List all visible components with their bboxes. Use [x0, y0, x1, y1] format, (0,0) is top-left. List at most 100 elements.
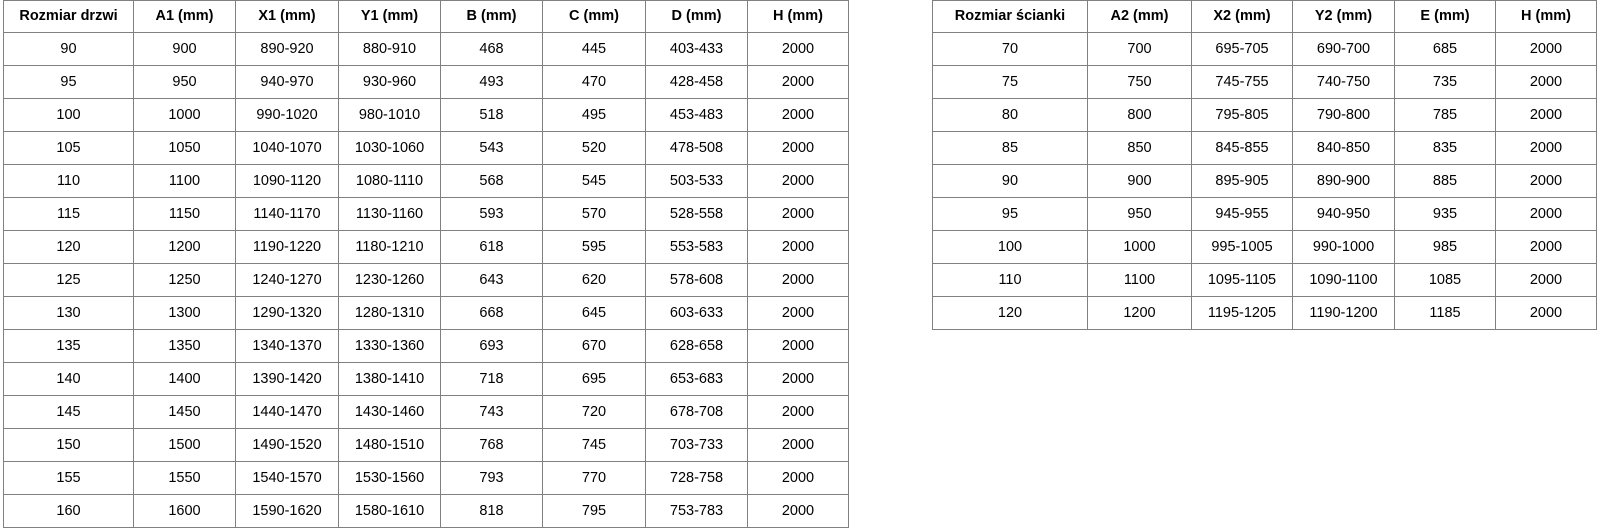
- table-cell: 2000: [747, 296, 849, 330]
- table-cell: 115: [3, 197, 134, 231]
- table-cell: 620: [542, 263, 646, 297]
- table-cell: 703-733: [645, 428, 748, 462]
- table-row: 75 750 745-755 740-750 735 2000: [932, 65, 1597, 99]
- table-cell: 428-458: [645, 65, 748, 99]
- table-cell: 753-783: [645, 494, 748, 528]
- table-cell: 2000: [747, 32, 849, 66]
- table-cell: 503-533: [645, 164, 748, 198]
- table-cell: 670: [542, 329, 646, 363]
- table-header-row: Rozmiar drzwi A1 (mm) X1 (mm) Y1 (mm) B (mm)…: [3, 0, 849, 33]
- table-cell: 743: [440, 395, 543, 429]
- table-cell: 940-950: [1292, 197, 1395, 231]
- table-row: 140 1400 1390-1420 1380-1410 718 695 653-683 20…: [3, 362, 849, 396]
- table-cell: 1380-1410: [338, 362, 441, 396]
- table-row: 135 1350 1340-1370 1330-1360 693 670 628-658 20…: [3, 329, 849, 363]
- table-cell: 645: [542, 296, 646, 330]
- table-cell: 880-910: [338, 32, 441, 66]
- table-cell: 2000: [1495, 296, 1597, 330]
- table-cell: 695: [542, 362, 646, 396]
- table-cell: 793: [440, 461, 543, 495]
- table-cell: 840-850: [1292, 131, 1395, 165]
- table-row: 150 1500 1490-1520 1480-1510 768 745 703-733 20…: [3, 428, 849, 462]
- table-cell: 1600: [133, 494, 236, 528]
- column-header: B (mm): [440, 0, 543, 33]
- table-cell: 1280-1310: [338, 296, 441, 330]
- table-row: 105 1050 1040-1070 1030-1060 543 520 478-508 20…: [3, 131, 849, 165]
- table-cell: 478-508: [645, 131, 748, 165]
- table-cell: 800: [1087, 98, 1192, 132]
- table-cell: 1190-1220: [235, 230, 339, 264]
- table-cell: 135: [3, 329, 134, 363]
- table-cell: 1450: [133, 395, 236, 429]
- table-cell: 2000: [747, 395, 849, 429]
- table-cell: 468: [440, 32, 543, 66]
- table-cell: 2000: [747, 263, 849, 297]
- table-cell: 700: [1087, 32, 1192, 66]
- table-cell: 1390-1420: [235, 362, 339, 396]
- table-cell: 1480-1510: [338, 428, 441, 462]
- table-cell: 1085: [1394, 263, 1496, 297]
- table-cell: 1290-1320: [235, 296, 339, 330]
- table-cell: 980-1010: [338, 98, 441, 132]
- table-cell: 2000: [747, 98, 849, 132]
- table-row: 120 1200 1195-1205 1190-1200 1185 2000: [932, 296, 1597, 330]
- table-cell: 845-855: [1191, 131, 1293, 165]
- table-cell: 790-800: [1292, 98, 1395, 132]
- table-cell: 1100: [1087, 263, 1192, 297]
- table-row: 120 1200 1190-1220 1180-1210 618 595 553-583 20…: [3, 230, 849, 264]
- table-cell: 110: [3, 164, 134, 198]
- table-cell: 2000: [747, 65, 849, 99]
- table-cell: 453-483: [645, 98, 748, 132]
- table-cell: 1200: [1087, 296, 1192, 330]
- table-cell: 770: [542, 461, 646, 495]
- table-cell: 95: [3, 65, 134, 99]
- table-cell: 568: [440, 164, 543, 198]
- table-cell: 2000: [747, 329, 849, 363]
- table-cell: 2000: [747, 230, 849, 264]
- column-header: A1 (mm): [133, 0, 236, 33]
- table-cell: 160: [3, 494, 134, 528]
- wall-table-body: 70 700 695-705 690-700 685 2000 75 750 745-755 74…: [932, 32, 1597, 330]
- table-cell: 520: [542, 131, 646, 165]
- column-header: E (mm): [1394, 0, 1496, 33]
- table-cell: 593: [440, 197, 543, 231]
- table-cell: 2000: [1495, 32, 1597, 66]
- table-cell: 80: [932, 98, 1088, 132]
- table-cell: 945-955: [1191, 197, 1293, 231]
- column-header: H (mm): [1495, 0, 1597, 33]
- table-cell: 1440-1470: [235, 395, 339, 429]
- table-cell: 1340-1370: [235, 329, 339, 363]
- door-table-body: 90 900 890-920 880-910 468 445 403-433 2000 95 95…: [3, 32, 849, 528]
- table-cell: 110: [932, 263, 1088, 297]
- table-cell: 1530-1560: [338, 461, 441, 495]
- table-cell: 740-750: [1292, 65, 1395, 99]
- table-cell: 990-1020: [235, 98, 339, 132]
- table-cell: 1030-1060: [338, 131, 441, 165]
- table-cell: 1180-1210: [338, 230, 441, 264]
- column-header: Rozmiar ścianki: [932, 0, 1088, 33]
- table-cell: 1350: [133, 329, 236, 363]
- table-row: 100 1000 990-1020 980-1010 518 495 453-483 2000: [3, 98, 849, 132]
- table-cell: 835: [1394, 131, 1496, 165]
- table-cell: 1130-1160: [338, 197, 441, 231]
- table-cell: 1590-1620: [235, 494, 339, 528]
- table-cell: 1430-1460: [338, 395, 441, 429]
- table-cell: 528-558: [645, 197, 748, 231]
- specification-tables-page: Rozmiar drzwi A1 (mm) X1 (mm) Y1 (mm) B (mm)…: [3, 0, 1597, 528]
- table-row: 160 1600 1590-1620 1580-1610 818 795 753-783 20…: [3, 494, 849, 528]
- table-cell: 155: [3, 461, 134, 495]
- table-cell: 990-1000: [1292, 230, 1395, 264]
- table-cell: 75: [932, 65, 1088, 99]
- table-cell: 70: [932, 32, 1088, 66]
- table-cell: 785: [1394, 98, 1496, 132]
- table-cell: 100: [932, 230, 1088, 264]
- table-cell: 578-608: [645, 263, 748, 297]
- table-cell: 125: [3, 263, 134, 297]
- table-cell: 2000: [1495, 197, 1597, 231]
- table-row: 80 800 795-805 790-800 785 2000: [932, 98, 1597, 132]
- table-cell: 745-755: [1191, 65, 1293, 99]
- table-cell: 130: [3, 296, 134, 330]
- table-cell: 735: [1394, 65, 1496, 99]
- table-cell: 2000: [1495, 263, 1597, 297]
- table-cell: 890-920: [235, 32, 339, 66]
